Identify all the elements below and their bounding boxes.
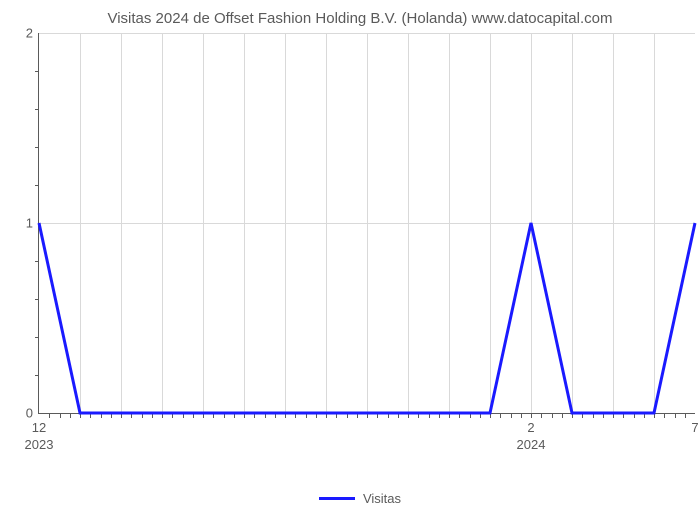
legend-item: Visitas — [319, 491, 401, 506]
y-tick-label: 1 — [26, 216, 39, 231]
visits-chart: Visitas 2024 de Offset Fashion Holding B… — [10, 10, 700, 510]
legend-label: Visitas — [363, 491, 401, 506]
x-tick-label: 7 — [691, 413, 698, 435]
legend: Visitas — [10, 487, 700, 506]
x-tick-label-year: 2024 — [517, 413, 546, 452]
line-series — [39, 33, 695, 413]
y-tick-label: 2 — [26, 26, 39, 41]
x-tick-label-year: 2023 — [25, 413, 54, 452]
chart-title: Visitas 2024 de Offset Fashion Holding B… — [10, 10, 700, 27]
plot-area: 012122023220247 — [38, 33, 695, 414]
